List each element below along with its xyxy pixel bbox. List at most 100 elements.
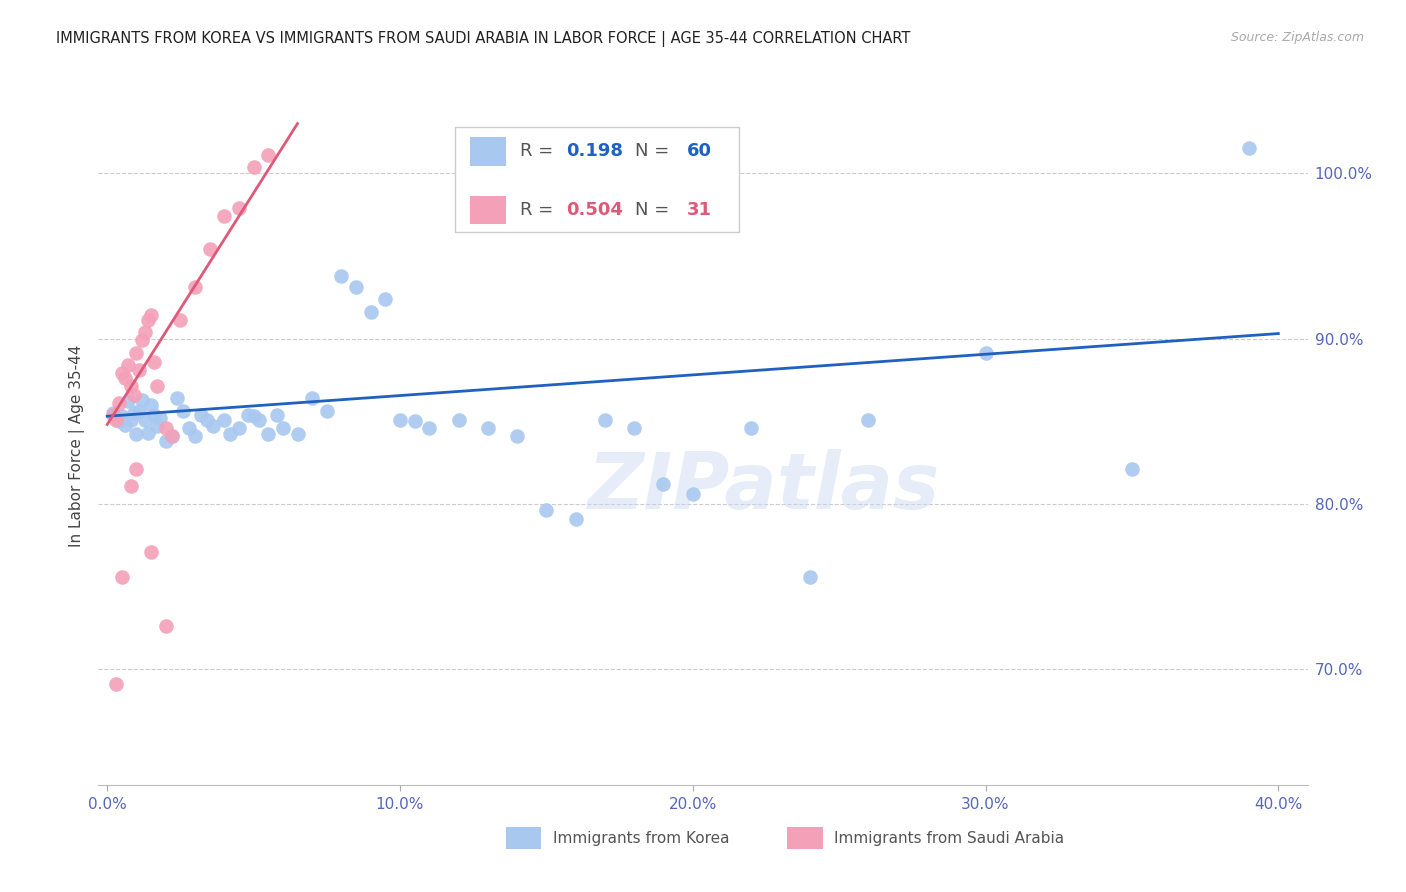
Point xyxy=(682,487,704,501)
Text: Source: ZipAtlas.com: Source: ZipAtlas.com xyxy=(1230,31,1364,45)
FancyBboxPatch shape xyxy=(456,128,740,233)
Point xyxy=(184,429,207,443)
Point xyxy=(101,408,124,422)
Point xyxy=(388,412,411,426)
Text: 0.198: 0.198 xyxy=(567,143,623,161)
FancyBboxPatch shape xyxy=(470,137,506,166)
Text: IMMIGRANTS FROM KOREA VS IMMIGRANTS FROM SAUDI ARABIA IN LABOR FORCE | AGE 35-44: IMMIGRANTS FROM KOREA VS IMMIGRANTS FROM… xyxy=(56,31,911,47)
Point xyxy=(242,409,264,424)
Text: 31: 31 xyxy=(688,201,713,219)
Point xyxy=(344,280,367,294)
Point xyxy=(128,404,150,418)
Point xyxy=(249,412,271,426)
Y-axis label: In Labor Force | Age 35-44: In Labor Force | Age 35-44 xyxy=(69,345,84,547)
Text: ZIPatlas: ZIPatlas xyxy=(588,449,939,524)
Point xyxy=(117,358,139,372)
Point xyxy=(160,429,183,443)
Point xyxy=(139,309,162,323)
Point xyxy=(360,305,382,319)
Point xyxy=(184,280,207,294)
Point xyxy=(593,412,616,426)
Point xyxy=(242,160,264,174)
Point xyxy=(257,148,280,162)
Point xyxy=(266,408,288,422)
Point xyxy=(111,366,134,380)
Point xyxy=(1237,141,1260,155)
Text: 0.504: 0.504 xyxy=(567,201,623,219)
Point xyxy=(136,313,159,327)
Point xyxy=(111,569,134,583)
Point xyxy=(146,419,169,434)
Point xyxy=(117,394,139,409)
Point xyxy=(114,371,136,385)
Point xyxy=(134,412,156,426)
Point xyxy=(179,421,201,435)
Point xyxy=(228,421,250,435)
Point xyxy=(136,425,159,440)
Point xyxy=(122,388,145,402)
Point xyxy=(120,478,142,492)
Point xyxy=(131,392,153,407)
Point xyxy=(799,569,821,583)
Point xyxy=(104,677,127,691)
Point xyxy=(477,421,499,435)
Point xyxy=(1121,462,1143,476)
Point xyxy=(447,412,470,426)
Text: Immigrants from Korea: Immigrants from Korea xyxy=(553,830,730,846)
Point xyxy=(198,242,221,256)
Point xyxy=(740,421,762,435)
Text: 60: 60 xyxy=(688,143,713,161)
Point xyxy=(287,427,309,442)
Point xyxy=(101,406,124,420)
Point xyxy=(214,412,236,426)
Point xyxy=(219,427,242,442)
Point xyxy=(315,404,337,418)
Text: R =: R = xyxy=(520,143,560,161)
Point xyxy=(228,201,250,215)
Point xyxy=(139,545,162,559)
Point xyxy=(330,268,353,283)
Point xyxy=(623,421,645,435)
Point xyxy=(111,409,134,424)
Point xyxy=(149,410,172,425)
Point xyxy=(374,292,396,306)
Point xyxy=(120,379,142,393)
Point xyxy=(125,427,148,442)
Point xyxy=(139,398,162,412)
Point xyxy=(190,408,212,422)
Text: R =: R = xyxy=(520,201,560,219)
Point xyxy=(125,346,148,360)
Point xyxy=(155,619,177,633)
Point xyxy=(301,391,323,405)
Point xyxy=(143,408,166,422)
Point xyxy=(172,404,194,418)
Point xyxy=(506,429,529,443)
Text: N =: N = xyxy=(636,201,675,219)
Point xyxy=(120,412,142,426)
Point xyxy=(166,391,188,405)
Point xyxy=(134,325,156,339)
Point xyxy=(104,410,127,425)
Point xyxy=(108,414,131,428)
Point xyxy=(418,421,440,435)
Point xyxy=(271,421,294,435)
Point xyxy=(236,408,259,422)
Point xyxy=(143,354,166,368)
Point xyxy=(128,363,150,377)
Point xyxy=(169,313,191,327)
Point xyxy=(131,333,153,347)
Point xyxy=(146,379,169,393)
Point xyxy=(858,412,880,426)
Point xyxy=(564,512,586,526)
Point xyxy=(160,429,183,443)
Point xyxy=(257,427,280,442)
Point xyxy=(108,396,131,410)
Point xyxy=(104,412,127,426)
FancyBboxPatch shape xyxy=(470,196,506,224)
Point xyxy=(114,417,136,432)
Point xyxy=(652,477,675,491)
Point xyxy=(974,346,997,360)
Point xyxy=(536,503,558,517)
Point xyxy=(155,434,177,448)
Point xyxy=(155,421,177,435)
